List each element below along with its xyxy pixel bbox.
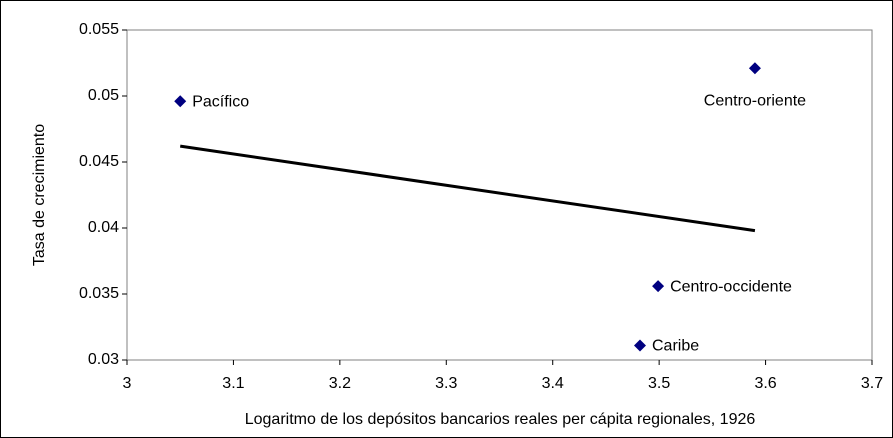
x-tick-label: 3.7 [861, 375, 883, 392]
x-tick-label: 3.2 [329, 375, 351, 392]
x-tick-label: 3.1 [222, 375, 244, 392]
trendline [179, 144, 756, 233]
point-label: Caribe [652, 338, 699, 355]
point [174, 95, 187, 108]
point [633, 339, 646, 352]
y-tick-label: 0.045 [79, 153, 119, 170]
y-tick-label: 0.055 [79, 21, 119, 38]
point [748, 62, 761, 75]
x-tick-label: 3 [123, 375, 132, 392]
x-tick-label: 3.5 [648, 375, 670, 392]
y-tick-label: 0.05 [88, 87, 119, 104]
x-tick-label: 3.6 [754, 375, 776, 392]
y-tick-label: 0.035 [79, 285, 119, 302]
plot-area [126, 29, 873, 361]
y-tick-label: 0.03 [88, 351, 119, 368]
point-label: Centro-oriente [704, 92, 806, 109]
point-label: Centro-occidente [670, 278, 792, 295]
y-axis-label: Tasa de crecimiento [31, 124, 48, 266]
y-tick-label: 0.04 [88, 219, 119, 236]
point [652, 280, 665, 293]
x-axis-label: Logaritmo de los depósitos bancarios rea… [245, 411, 756, 428]
x-tick-label: 3.3 [435, 375, 457, 392]
x-tick-label: 3.4 [542, 375, 564, 392]
point-label: Pacífico [192, 93, 249, 110]
